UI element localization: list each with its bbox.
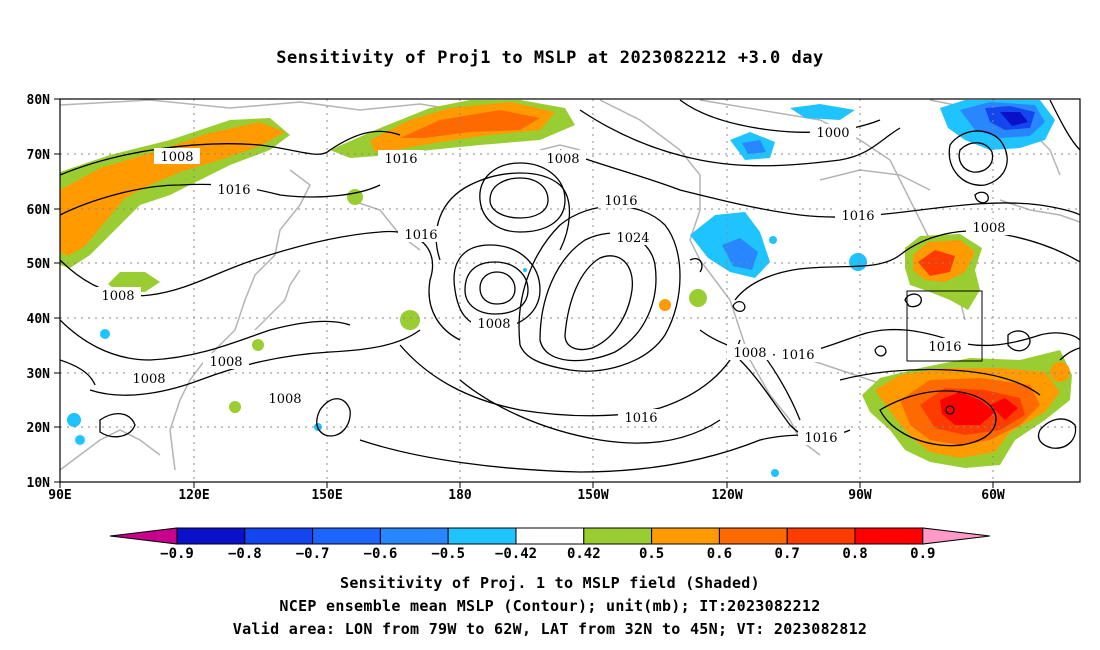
contour-label: 1016 (404, 228, 437, 243)
contour-label: 1016 (781, 348, 814, 363)
positive-sensitivity-region (347, 189, 363, 205)
contour-label: 1008 (132, 372, 165, 387)
contour-label: 1016 (604, 194, 637, 209)
negative-sensitivity-region (100, 329, 110, 339)
caption-shading: Sensitivity of Proj. 1 to MSLP field (Sh… (340, 574, 760, 592)
negative-sensitivity-region (523, 268, 527, 272)
contour-labels: 1008 1016 1016 1008 1016 1024 1000 1016 … (95, 124, 1012, 446)
contour-label: 1008 (733, 346, 766, 361)
lon-label: 120E (178, 488, 209, 503)
colorbar-segment (583, 527, 653, 545)
colorbar-segment (447, 527, 517, 545)
colorbar-segment (244, 527, 314, 545)
positive-sensitivity-region (229, 401, 241, 413)
lon-label: 90E (48, 488, 71, 503)
positive-sensitivity-region (252, 339, 264, 351)
colorbar-segment (379, 527, 449, 545)
positive-sensitivity-region (659, 299, 671, 311)
colorbar-segment (854, 527, 924, 545)
lon-label: 120W (711, 488, 742, 503)
colorbar-label: −0.6 (364, 546, 398, 562)
colorbar: −0.9 −0.8 −0.7 −0.6 −0.5 −0.42 0.42 0.5 0.6 0.7 0.… (109, 527, 990, 562)
negative-sensitivity-region (67, 413, 81, 427)
colorbar-segment (718, 527, 788, 545)
lat-label: 60N (27, 203, 51, 218)
lat-label: 30N (27, 367, 51, 382)
colorbar-label: −0.8 (228, 546, 262, 562)
positive-sensitivity-region (689, 289, 707, 307)
longitude-labels: 90E 120E 150E 180 150W 120W 90W 60W (48, 488, 1005, 503)
colorbar-label: −0.42 (495, 546, 537, 562)
contour-label: 1016 (217, 183, 250, 198)
lat-label: 70N (27, 148, 51, 163)
colorbar-label: 0.5 (639, 546, 664, 562)
negative-sensitivity-region (1000, 112, 1028, 126)
negative-sensitivity-region (849, 253, 867, 271)
colorbar-segment (515, 527, 585, 545)
colorbar-label: 0.6 (707, 546, 732, 562)
negative-sensitivity-region (790, 104, 855, 120)
contour-label: 1008 (477, 317, 510, 332)
negative-sensitivity-region (769, 236, 777, 244)
colorbar-segment (651, 527, 720, 545)
axis-ticks (54, 98, 994, 488)
contour-label: 1008 (546, 152, 579, 167)
contour-label: 1024 (616, 231, 649, 246)
contour-label: 1008 (972, 221, 1005, 236)
colorbar-label: −0.5 (431, 546, 465, 562)
negative-sensitivity-region (771, 469, 779, 477)
positive-sensitivity-region (60, 122, 285, 256)
colorbar-label: 0.9 (910, 546, 935, 562)
negative-sensitivity-region (742, 140, 766, 154)
latitude-labels: 80N 70N 60N 50N 40N 30N 20N 10N (27, 93, 51, 491)
caption-contour: NCEP ensemble mean MSLP (Contour); unit(… (279, 597, 821, 615)
plot-frame (59, 98, 1081, 483)
lon-label: 180 (448, 488, 472, 503)
contour-label: 1016 (928, 340, 961, 355)
contour-label: 1008 (160, 150, 193, 165)
valid-area-box (906, 290, 983, 362)
lat-label: 80N (27, 93, 51, 108)
colorbar-label: 0.8 (842, 546, 867, 562)
colorbar-segment (922, 527, 990, 545)
lon-label: 60W (981, 488, 1005, 503)
colorbar-label: 0.42 (567, 546, 601, 562)
positive-sensitivity-region (400, 110, 540, 138)
contour-label: 1008 (101, 289, 134, 304)
positive-sensitivity-region (400, 310, 420, 330)
grid-lines (60, 99, 1080, 482)
contour-label: 1016 (624, 411, 657, 426)
contour-label: 1000 (816, 126, 849, 141)
lon-label: 150W (577, 488, 608, 503)
lat-label: 10N (27, 476, 51, 491)
caption-valid-area: Valid area: LON from 79W to 62W, LAT fro… (232, 620, 868, 638)
map-plot-area (60, 99, 1080, 482)
negative-sensitivity-region (75, 435, 85, 445)
colorbar-label: 0.7 (775, 546, 800, 562)
positive-sensitivity-region (990, 398, 1018, 420)
contour-label: 1016 (841, 209, 874, 224)
positive-sensitivity-region (1050, 362, 1070, 382)
contour-label: 1016 (384, 152, 417, 167)
contour-label: 1008 (209, 355, 242, 370)
map-title: Sensitivity of Proj1 to MSLP at 20230822… (276, 48, 824, 68)
lat-label: 50N (27, 257, 51, 272)
colorbar-label: −0.9 (160, 546, 194, 562)
colorbar-segment (176, 527, 246, 545)
contour-label: 1008 (268, 392, 301, 407)
lat-label: 40N (27, 312, 51, 327)
lon-label: 90W (848, 488, 872, 503)
lat-label: 20N (27, 421, 51, 436)
positive-sensitivity-region (940, 392, 995, 425)
lon-label: 150E (311, 488, 342, 503)
contour-label: 1016 (804, 431, 837, 446)
colorbar-segment (312, 527, 381, 545)
colorbar-label: −0.7 (296, 546, 330, 562)
negative-sensitivity-region (722, 238, 758, 270)
colorbar-segment (786, 527, 856, 545)
colorbar-segment (109, 527, 178, 545)
